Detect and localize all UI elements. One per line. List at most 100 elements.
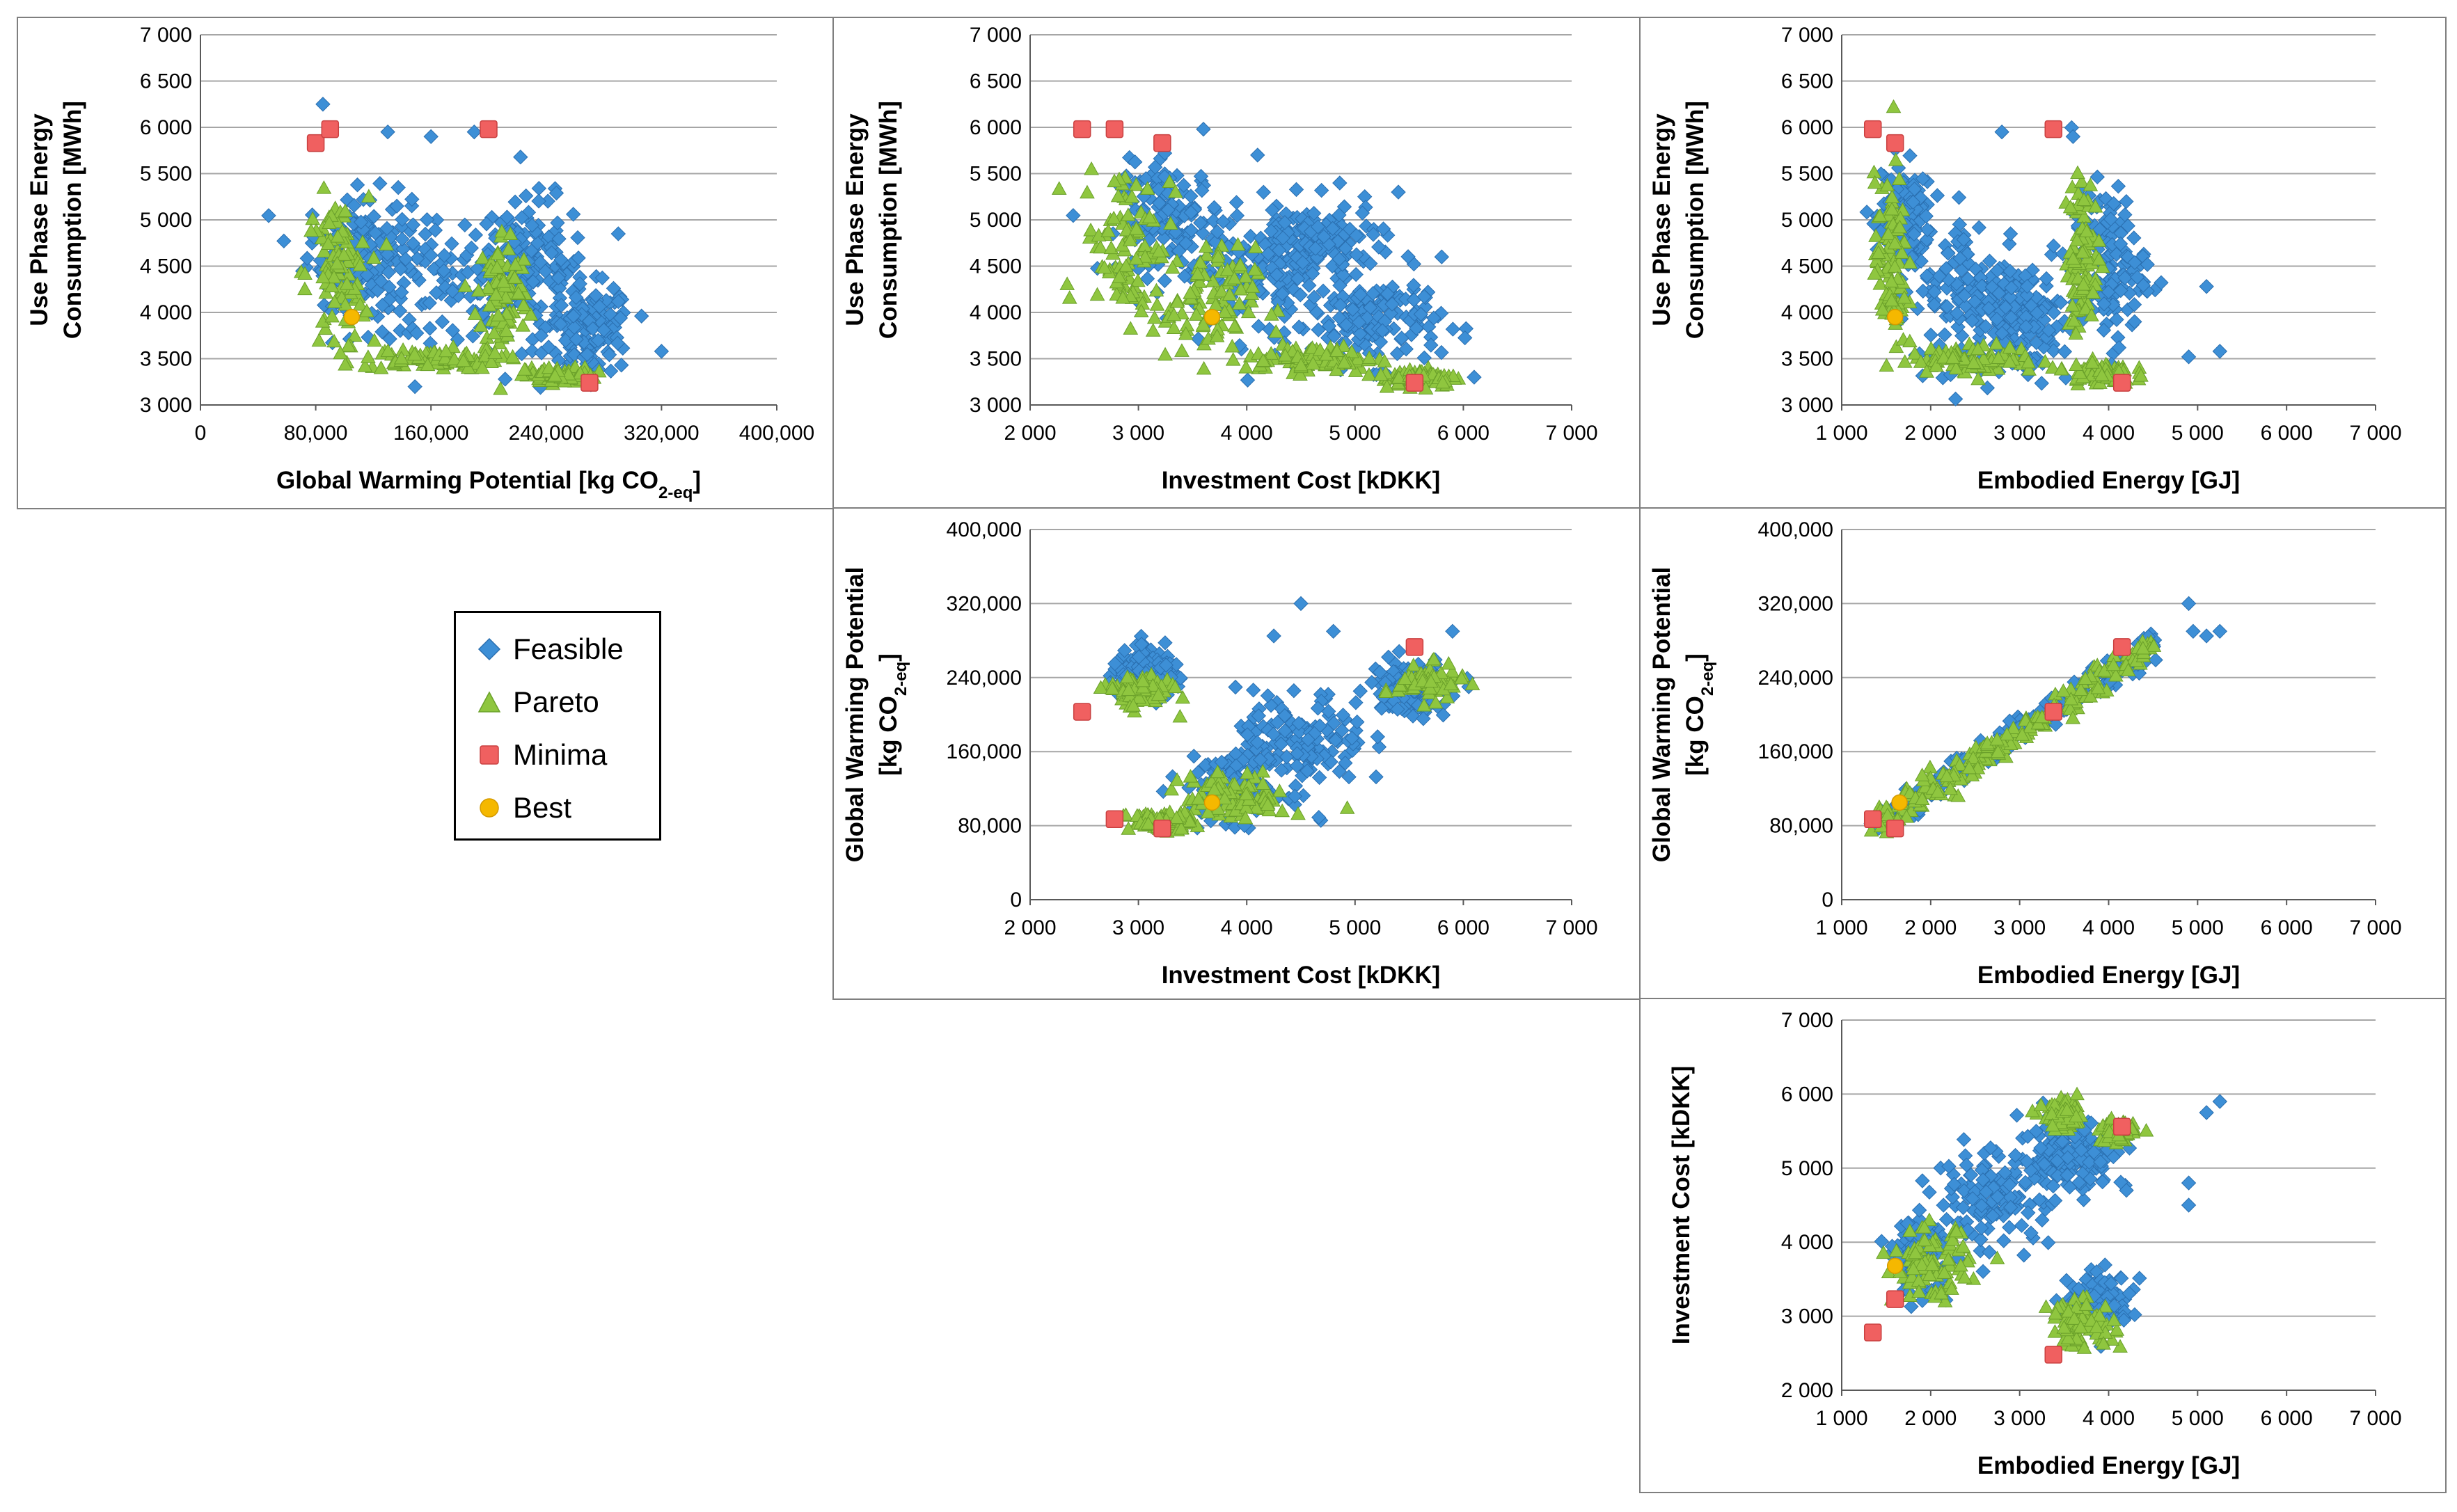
pareto-point xyxy=(1876,1245,1891,1259)
pareto-point xyxy=(1225,352,1241,366)
feasible-point xyxy=(1249,735,1265,750)
feasible-point xyxy=(1229,208,1245,223)
y-tick-label: 3 000 xyxy=(1781,1305,1833,1328)
feasible-point xyxy=(2111,340,2127,356)
feasible-point xyxy=(1960,271,1975,287)
feasible-point xyxy=(1316,283,1331,299)
pareto-point xyxy=(1939,768,1954,783)
feasible-point xyxy=(1208,234,1223,250)
x-tick-label: 2 000 xyxy=(1904,916,1957,939)
pareto-point xyxy=(1255,353,1271,367)
pareto-point xyxy=(1174,820,1190,835)
minima-point xyxy=(1886,819,1904,838)
x-tick-label: 4 000 xyxy=(2083,1407,2135,1430)
pareto-point xyxy=(1941,1252,1957,1266)
feasible-point xyxy=(1352,326,1368,342)
feasible-point xyxy=(2096,322,2112,338)
pareto-point xyxy=(1428,694,1444,709)
pareto-point xyxy=(1945,350,1961,364)
feasible-point xyxy=(572,276,587,292)
pareto-point xyxy=(2146,638,2162,652)
feasible-point xyxy=(2113,1271,2129,1286)
pareto-point xyxy=(2076,277,2092,291)
feasible-point xyxy=(1295,255,1311,271)
y-tick-label: 5 000 xyxy=(970,209,1022,232)
pareto-point xyxy=(1441,655,1457,670)
feasible-point xyxy=(2048,717,2064,732)
y-tick-label: 400,000 xyxy=(947,518,1022,541)
pareto-point xyxy=(1423,674,1439,688)
pareto-point xyxy=(2069,1086,2085,1101)
feasible-point xyxy=(395,231,410,247)
feasible-point xyxy=(2023,1225,2039,1241)
minima-point xyxy=(2112,374,2131,392)
y-axis-label: Use Phase Energy xyxy=(26,113,53,326)
feasible-point xyxy=(594,270,610,286)
pareto-point xyxy=(2072,365,2087,379)
feasible-point xyxy=(404,191,420,207)
pareto-point xyxy=(1891,171,1907,186)
pareto-point xyxy=(2062,701,2078,716)
feasible-point xyxy=(1122,150,1137,166)
pareto-point xyxy=(1339,800,1355,814)
feasible-point xyxy=(422,295,437,311)
feasible-point xyxy=(524,343,540,359)
feasible-point xyxy=(1413,306,1429,322)
pareto-point xyxy=(1960,1253,1975,1268)
pareto-point xyxy=(1930,784,1945,798)
feasible-point xyxy=(2019,1154,2035,1169)
pareto-point xyxy=(2069,232,2085,246)
pareto-point xyxy=(1149,297,1165,311)
pareto-point xyxy=(1188,307,1204,321)
y-tick-label: 5 000 xyxy=(1781,1157,1833,1180)
y-tick-label: 240,000 xyxy=(1758,667,1833,690)
feasible-point xyxy=(1332,175,1348,191)
y-axis-label: Global Warming Potential xyxy=(842,567,869,863)
pareto-point xyxy=(475,360,490,374)
pareto-point xyxy=(340,337,356,352)
feasible-point xyxy=(1989,311,2005,327)
feasible-point xyxy=(2032,1192,2047,1208)
pareto-point xyxy=(1905,1261,1921,1275)
pareto-point xyxy=(1989,1250,2005,1264)
feasible-point xyxy=(1193,168,1209,184)
feasible-point xyxy=(392,303,408,319)
feasible-point xyxy=(372,176,388,191)
y-tick-label: 0 xyxy=(1822,889,1833,912)
pareto-point xyxy=(2087,198,2103,213)
x-tick-label: 5 000 xyxy=(2172,422,2224,445)
feasible-point xyxy=(340,192,355,207)
pareto-point xyxy=(1240,304,1256,319)
pareto-point xyxy=(1100,223,1116,237)
pareto-point xyxy=(1145,323,1161,337)
pareto-point xyxy=(1894,245,1910,259)
feasible-point xyxy=(1157,273,1173,289)
feasible-point xyxy=(464,240,480,256)
pareto-point xyxy=(1957,1270,1973,1284)
pareto-point xyxy=(488,287,504,301)
feasible-point xyxy=(1416,711,1431,726)
pareto-point xyxy=(2065,710,2080,724)
x-tick-label: 80,000 xyxy=(284,422,348,445)
feasible-point xyxy=(1321,318,1337,334)
pareto-point xyxy=(1361,350,1377,365)
feasible-point xyxy=(1313,182,1329,198)
pareto-point xyxy=(2091,233,2107,247)
feasible-point xyxy=(1406,278,1421,293)
pareto-point xyxy=(523,307,539,321)
feasible-point xyxy=(1981,301,1996,316)
feasible-point xyxy=(1306,289,1322,305)
feasible-point xyxy=(2002,1220,2017,1235)
feasible-point xyxy=(1354,205,1370,221)
feasible-point xyxy=(1982,253,1998,269)
pareto-point xyxy=(1217,790,1233,804)
feasible-point xyxy=(379,246,395,262)
pareto-point xyxy=(1163,216,1178,230)
feasible-point xyxy=(2140,257,2155,272)
feasible-point xyxy=(499,209,515,225)
pareto-point xyxy=(336,247,351,261)
feasible-point xyxy=(2122,1286,2137,1301)
pareto-point xyxy=(2091,251,2107,266)
